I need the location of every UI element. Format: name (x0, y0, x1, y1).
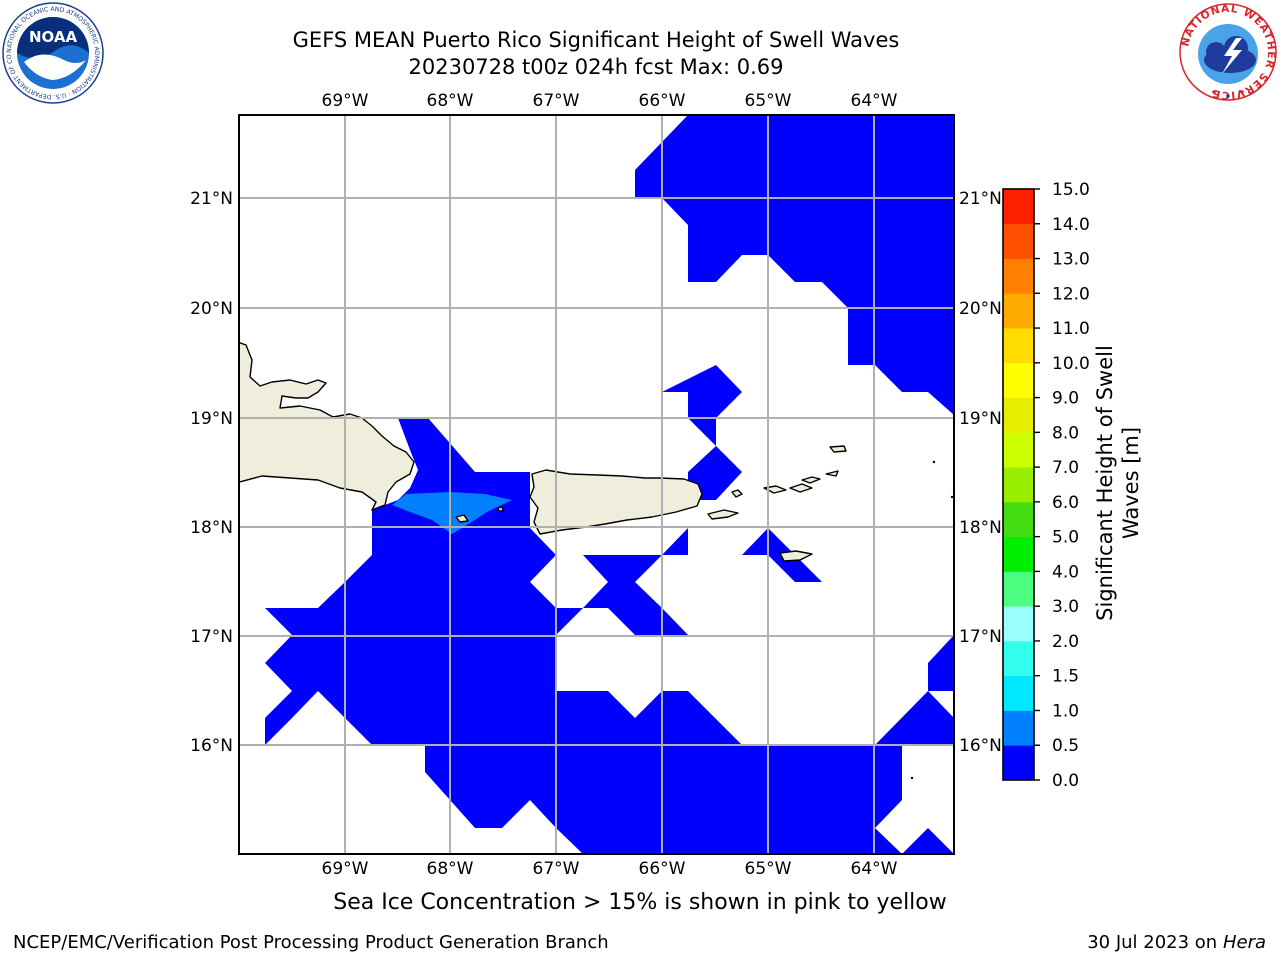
lon-label-top: 67°W (533, 91, 580, 111)
colorbar-tick-label: 15.0 (1052, 180, 1090, 200)
colorbar-segment (1003, 432, 1034, 468)
lat-label-right: 20°N (959, 299, 1002, 319)
aves-island (910, 776, 914, 780)
culebra-island (731, 489, 743, 498)
colorbar-segment (1003, 467, 1034, 503)
st-thomas-island (763, 485, 787, 494)
footer-credit: NCEP/EMC/Verification Post Processing Pr… (13, 932, 609, 953)
colorbar-segment (1003, 501, 1034, 538)
lat-label-left: 16°N (190, 736, 233, 756)
lon-label-top: 68°W (427, 91, 474, 111)
footer-date: 30 Jul 2023 on Hera (1087, 932, 1266, 953)
colorbar-tick-label: 1.5 (1052, 667, 1079, 687)
svg-text:NOAA: NOAA (29, 28, 78, 46)
colorbar-segment (1003, 328, 1034, 364)
colorbar-tick-label: 13.0 (1052, 250, 1090, 270)
virgin-gorda-island (825, 470, 839, 477)
puerto-rico-landmass (529, 469, 703, 535)
lon-label-top: 65°W (745, 91, 792, 111)
colorbar-segment (1003, 536, 1034, 572)
lat-label-right: 18°N (959, 518, 1002, 538)
colorbar-segment (1003, 258, 1034, 294)
forecast-subtitle: 20230728 t00z 024h fcst Max: 0.69 (408, 55, 784, 79)
anguilla-island (950, 495, 954, 499)
lat-label-left: 21°N (190, 189, 233, 209)
sea-ice-caption: Sea Ice Concentration > 15% is shown in … (333, 890, 947, 915)
colorbar-tick-label: 0.5 (1052, 736, 1079, 756)
lat-label-left: 20°N (190, 299, 233, 319)
vieques-island (707, 509, 739, 520)
colorbar-tick-label: 14.0 (1052, 215, 1090, 235)
map-frame (238, 114, 955, 855)
colorbar-tick-label: 1.0 (1052, 701, 1079, 721)
lon-label-bottom: 65°W (745, 859, 792, 879)
footer-date-text: 30 Jul 2023 on (1087, 932, 1223, 953)
colorbar-tick-label: 2.0 (1052, 632, 1079, 652)
colorbar-segment (1003, 640, 1034, 677)
colorbar-segment (1003, 710, 1034, 746)
colorbar-segment (1003, 745, 1034, 781)
footer-host: Hera (1222, 932, 1266, 953)
map-gridlines (239, 115, 954, 854)
colorbar-segment (1003, 675, 1034, 711)
colorbar-segments (1003, 189, 1034, 781)
colorbar-tick-label: 8.0 (1052, 423, 1079, 443)
colorbar-tick-label: 6.0 (1052, 493, 1079, 513)
colorbar-segment (1003, 397, 1034, 433)
colorbar-label: Significant Height of Swell Waves [m] (1093, 345, 1143, 621)
lon-label-bottom: 64°W (851, 859, 898, 879)
colorbar-segment (1003, 189, 1034, 225)
anegada-island (829, 445, 847, 453)
lat-label-left: 18°N (190, 518, 233, 538)
lon-label-top: 64°W (851, 91, 898, 111)
lon-label-bottom: 68°W (427, 859, 474, 879)
desecheo-island (497, 506, 504, 512)
mona-island (455, 514, 469, 523)
colorbar-tick-label: 11.0 (1052, 319, 1090, 339)
colorbar-ticks: 0.0 0.5 1.0 1.5 2.0 3.0 4.0 5.0 6.0 7.0 8.0 9.0 10.0… (1034, 180, 1090, 791)
st-john-island (789, 483, 813, 493)
colorbar-segment (1003, 362, 1034, 398)
colorbar-frame (1002, 188, 1035, 781)
hispaniola-landmass (239, 341, 415, 511)
nws-logo: NATIONAL WEATHER SERVICE (1179, 3, 1277, 101)
colorbar-tick-label: 10.0 (1052, 354, 1090, 374)
lat-label-right: 17°N (959, 627, 1002, 647)
colorbar-segment (1003, 606, 1034, 642)
tortola-island (801, 476, 821, 484)
colorbar-tick-label: 0.0 (1052, 771, 1079, 791)
colorbar-tick-label: 5.0 (1052, 528, 1079, 548)
colorbar-tick-label: 9.0 (1052, 389, 1079, 409)
lon-label-bottom: 66°W (639, 859, 686, 879)
lat-label-right: 21°N (959, 189, 1002, 209)
lat-label-right: 19°N (959, 409, 1002, 429)
map-title: GEFS MEAN Puerto Rico Significant Height… (292, 28, 900, 52)
noaa-logo: NATIONAL OCEANIC AND ATMOSPHERIC ADMINIS… (2, 2, 104, 104)
colorbar-segment (1003, 223, 1034, 259)
lon-label-top: 66°W (639, 91, 686, 111)
colorbar-tick-label: 3.0 (1052, 597, 1079, 617)
lon-label-bottom: 69°W (322, 859, 369, 879)
sombrero-islet (932, 460, 936, 464)
colorbar-segment (1003, 293, 1034, 329)
lon-label-bottom: 67°W (533, 859, 580, 879)
lat-label-right: 16°N (959, 736, 1002, 756)
st-croix-island (779, 550, 813, 562)
swell-contour-0.5-1.0 (392, 492, 512, 534)
lon-label-top: 69°W (322, 91, 369, 111)
lat-label-left: 17°N (190, 627, 233, 647)
colorbar-tick-label: 12.0 (1052, 284, 1090, 304)
colorbar-segment (1003, 571, 1034, 607)
colorbar-tick-label: 7.0 (1052, 458, 1079, 478)
lat-label-left: 19°N (190, 409, 233, 429)
colorbar-tick-label: 4.0 (1052, 562, 1079, 582)
